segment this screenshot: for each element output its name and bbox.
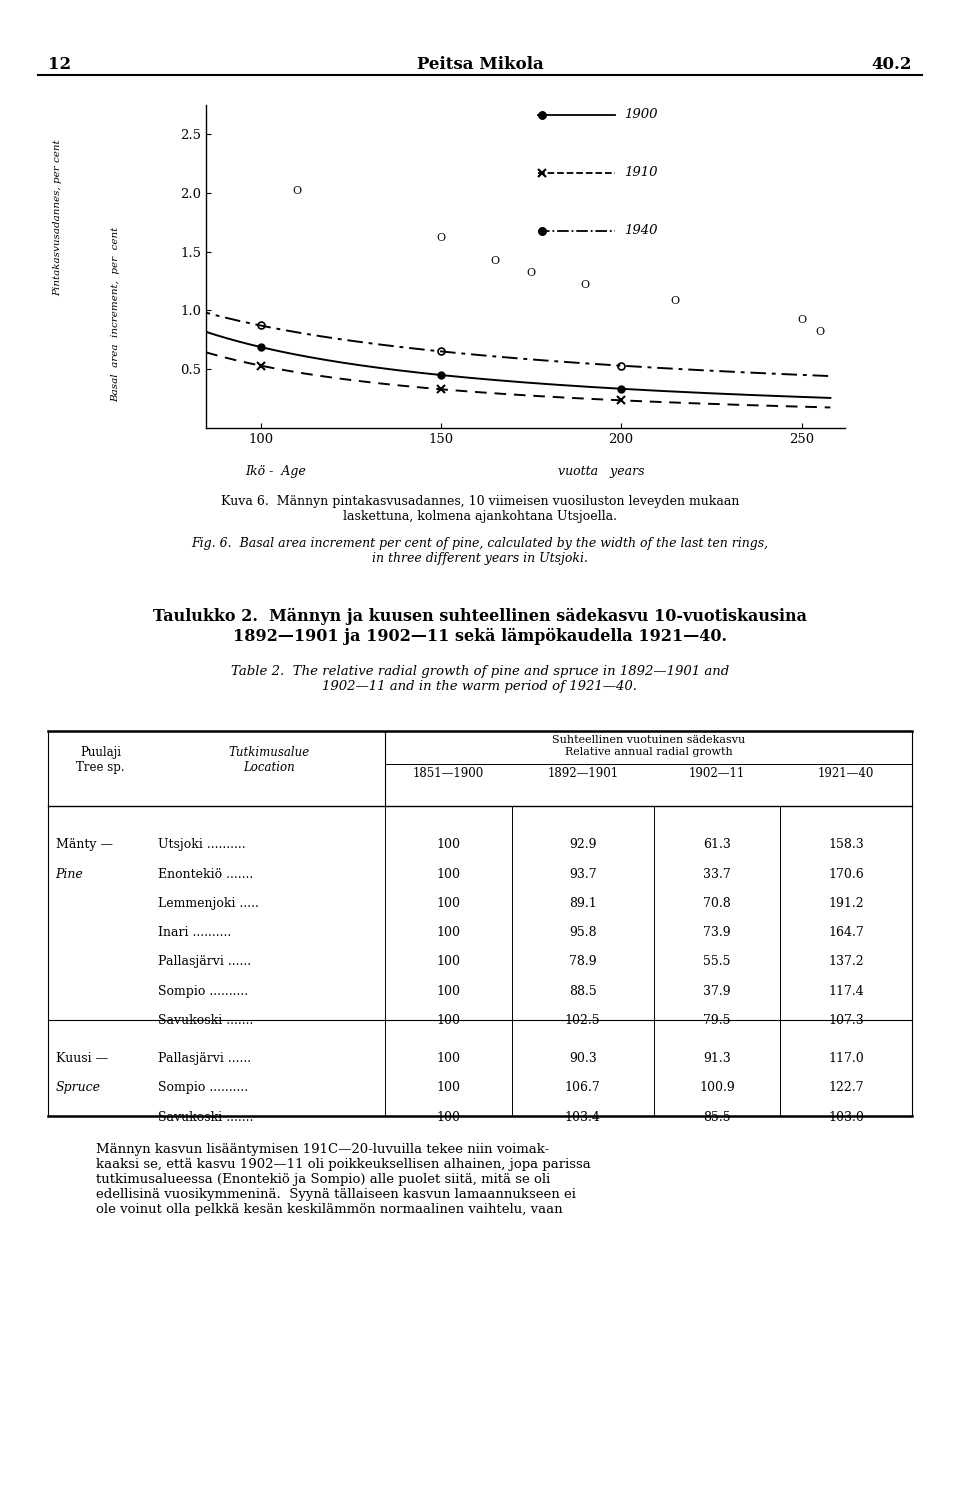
Text: 1900: 1900 xyxy=(625,108,658,122)
Text: 100: 100 xyxy=(437,1015,461,1027)
Text: 100: 100 xyxy=(437,1111,461,1124)
Text: 100: 100 xyxy=(437,1081,461,1094)
Text: 1892—1901: 1892—1901 xyxy=(547,767,618,781)
Text: Kuva 6.  Männyn pintakasvusadannes, 10 viimeisen vuosiluston leveyden mukaan
las: Kuva 6. Männyn pintakasvusadannes, 10 vi… xyxy=(221,495,739,524)
Text: 100: 100 xyxy=(437,956,461,968)
Text: Pallasjärvi ......: Pallasjärvi ...... xyxy=(158,956,252,968)
Text: 1851—1900: 1851—1900 xyxy=(413,767,484,781)
Text: 158.3: 158.3 xyxy=(828,838,864,851)
Text: O: O xyxy=(797,315,806,324)
Text: Kuusi —: Kuusi — xyxy=(56,1052,108,1066)
Text: Enontekiö .......: Enontekiö ....... xyxy=(158,868,253,881)
Text: O: O xyxy=(436,233,445,243)
Text: Sompio ..........: Sompio .......... xyxy=(158,985,249,998)
Text: 137.2: 137.2 xyxy=(828,956,864,968)
Text: Fig. 6.  Basal area increment per cent of pine, calculated by the width of the l: Fig. 6. Basal area increment per cent of… xyxy=(191,537,769,566)
Text: 12: 12 xyxy=(48,56,71,74)
Text: 90.3: 90.3 xyxy=(569,1052,596,1066)
Text: 92.9: 92.9 xyxy=(569,838,596,851)
Text: 122.7: 122.7 xyxy=(828,1081,864,1094)
Text: 107.3: 107.3 xyxy=(828,1015,864,1027)
Text: 55.5: 55.5 xyxy=(704,956,731,968)
Text: 170.6: 170.6 xyxy=(828,868,864,881)
Text: Ikö -  Age: Ikö - Age xyxy=(245,465,305,479)
Text: 33.7: 33.7 xyxy=(703,868,731,881)
Text: 1921—40: 1921—40 xyxy=(818,767,875,781)
Text: O: O xyxy=(292,186,301,195)
Text: 103.0: 103.0 xyxy=(828,1111,864,1124)
Text: O: O xyxy=(526,267,536,278)
Text: Pine: Pine xyxy=(56,868,84,881)
Text: 78.9: 78.9 xyxy=(569,956,596,968)
Text: 61.3: 61.3 xyxy=(703,838,731,851)
Text: 100: 100 xyxy=(437,926,461,940)
Text: 40.2: 40.2 xyxy=(872,56,912,74)
Text: Mänty —: Mänty — xyxy=(56,838,112,851)
Text: 100: 100 xyxy=(437,1052,461,1066)
Text: 164.7: 164.7 xyxy=(828,926,864,940)
Text: 70.8: 70.8 xyxy=(703,898,731,910)
Text: 89.1: 89.1 xyxy=(569,898,596,910)
Text: Puulaji
Tree sp.: Puulaji Tree sp. xyxy=(77,746,125,775)
Text: 100.9: 100.9 xyxy=(699,1081,735,1094)
Text: O: O xyxy=(815,327,824,336)
Text: 1940: 1940 xyxy=(625,225,658,237)
Text: 100: 100 xyxy=(437,898,461,910)
Text: Table 2.  The relative radial growth of pine and spruce in 1892—1901 and
1902—11: Table 2. The relative radial growth of p… xyxy=(230,665,730,693)
Text: 191.2: 191.2 xyxy=(828,898,864,910)
Text: Peitsa Mikola: Peitsa Mikola xyxy=(417,56,543,74)
Text: 37.9: 37.9 xyxy=(704,985,731,998)
Text: 100: 100 xyxy=(437,985,461,998)
Text: Sompio ..........: Sompio .......... xyxy=(158,1081,249,1094)
Text: 73.9: 73.9 xyxy=(704,926,731,940)
Text: O: O xyxy=(491,257,499,266)
Text: 85.5: 85.5 xyxy=(704,1111,731,1124)
Text: 106.7: 106.7 xyxy=(564,1081,601,1094)
Text: 91.3: 91.3 xyxy=(703,1052,731,1066)
Text: Savukoski .......: Savukoski ....... xyxy=(158,1015,253,1027)
Text: Taulukko 2.  Männyn ja kuusen suhteellinen sädekasvu 10-vuotiskausina
1892—1901 : Taulukko 2. Männyn ja kuusen suhteelline… xyxy=(153,608,807,645)
Text: 103.4: 103.4 xyxy=(564,1111,601,1124)
Text: Suhteellinen vuotuinen sädekasvu
Relative annual radial growth: Suhteellinen vuotuinen sädekasvu Relativ… xyxy=(552,735,745,757)
Text: 79.5: 79.5 xyxy=(704,1015,731,1027)
Text: Pallasjärvi ......: Pallasjärvi ...... xyxy=(158,1052,252,1066)
Text: 100: 100 xyxy=(437,868,461,881)
Text: 1902—11: 1902—11 xyxy=(689,767,745,781)
Text: Inari ..........: Inari .......... xyxy=(158,926,231,940)
Text: 95.8: 95.8 xyxy=(569,926,596,940)
Text: 102.5: 102.5 xyxy=(564,1015,601,1027)
Text: vuotta   years: vuotta years xyxy=(558,465,644,479)
Text: Spruce: Spruce xyxy=(56,1081,101,1094)
Text: Utsjoki ..........: Utsjoki .......... xyxy=(158,838,246,851)
Text: 117.4: 117.4 xyxy=(828,985,864,998)
Text: Savukoski .......: Savukoski ....... xyxy=(158,1111,253,1124)
Text: O: O xyxy=(581,279,589,290)
Text: Basal  area  increment,  per  cent: Basal area increment, per cent xyxy=(110,227,120,402)
Text: Lemmenjoki .....: Lemmenjoki ..... xyxy=(158,898,259,910)
Text: O: O xyxy=(671,296,680,306)
Text: 88.5: 88.5 xyxy=(569,985,596,998)
Text: Tutkimusalue
Location: Tutkimusalue Location xyxy=(228,746,310,775)
Text: 1910: 1910 xyxy=(625,167,658,179)
Text: Männyn kasvun lisääntymisen 191C—20-luvuilla tekee niin voimak-
kaaksi se, että : Männyn kasvun lisääntymisen 191C—20-luvu… xyxy=(96,1144,590,1216)
Text: 100: 100 xyxy=(437,838,461,851)
Text: 117.0: 117.0 xyxy=(828,1052,864,1066)
Text: Pintakasvusadannes, per cent: Pintakasvusadannes, per cent xyxy=(53,140,62,296)
Text: 93.7: 93.7 xyxy=(569,868,596,881)
